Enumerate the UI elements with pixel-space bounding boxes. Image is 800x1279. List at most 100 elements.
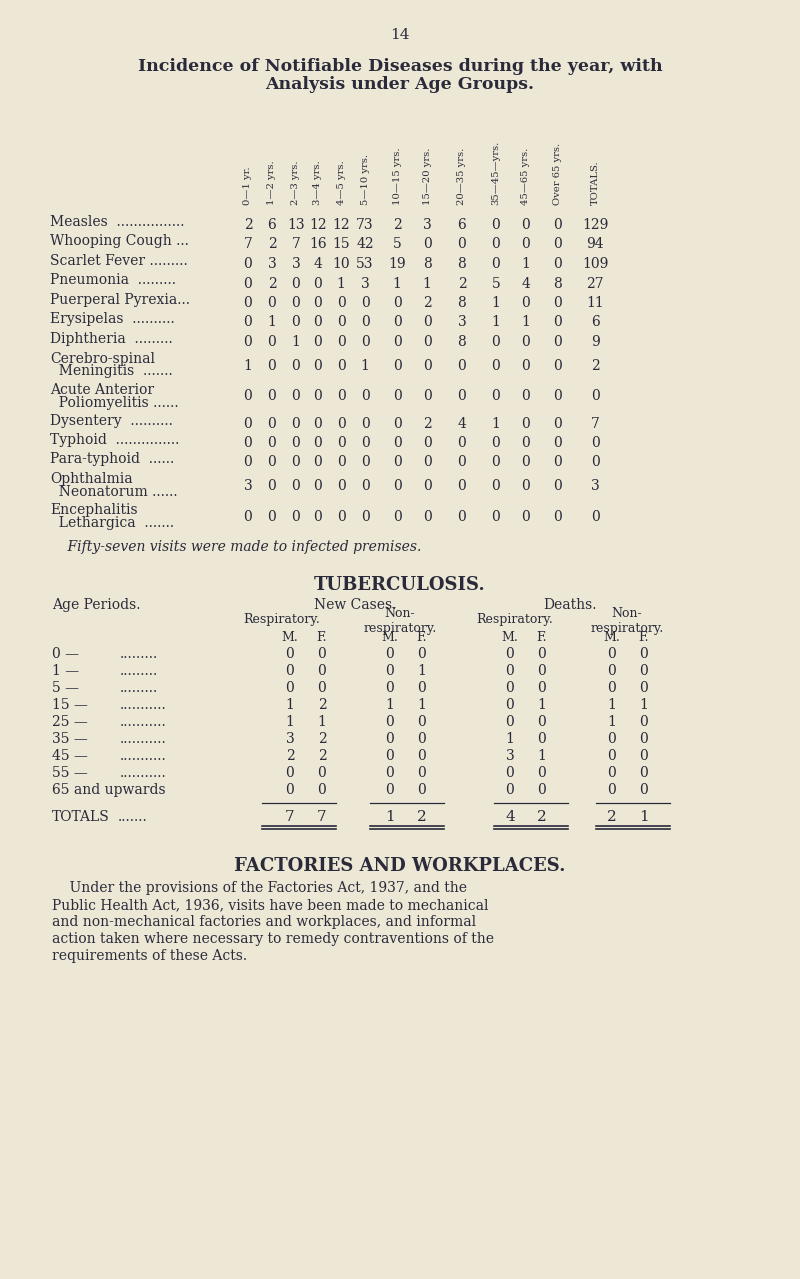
Text: 0: 0 (538, 783, 546, 797)
Text: .......: ....... (118, 810, 148, 824)
Text: New Cases.: New Cases. (314, 599, 396, 611)
Text: 0: 0 (361, 316, 370, 330)
Text: 0: 0 (337, 455, 346, 469)
Text: 3: 3 (268, 257, 276, 271)
Text: 20—35 yrs.: 20—35 yrs. (458, 148, 466, 205)
Text: 0: 0 (492, 335, 500, 349)
Text: 8: 8 (458, 335, 466, 349)
Text: 0: 0 (608, 766, 616, 780)
Text: 0: 0 (522, 510, 530, 524)
Text: Over 65 yrs.: Over 65 yrs. (553, 143, 562, 205)
Text: 0: 0 (538, 680, 546, 694)
Text: 0: 0 (337, 480, 346, 492)
Text: 2: 2 (607, 810, 617, 824)
Text: 0: 0 (422, 238, 431, 252)
Text: 0: 0 (244, 316, 252, 330)
Text: 45 —: 45 — (52, 749, 88, 764)
Text: F.: F. (417, 631, 427, 645)
Text: 0: 0 (361, 480, 370, 492)
Text: 0: 0 (393, 455, 402, 469)
Text: 25 —: 25 — (52, 715, 88, 729)
Text: 1: 1 (286, 698, 294, 712)
Text: 0: 0 (522, 358, 530, 372)
Text: 0: 0 (553, 238, 562, 252)
Text: 0: 0 (292, 316, 300, 330)
Text: 1: 1 (291, 335, 301, 349)
Text: Analysis under Age Groups.: Analysis under Age Groups. (266, 75, 534, 93)
Text: 10—15 yrs.: 10—15 yrs. (393, 147, 402, 205)
Text: 1: 1 (318, 715, 326, 729)
Text: 15—20 yrs.: 15—20 yrs. (422, 147, 431, 205)
Text: 0: 0 (292, 295, 300, 310)
Text: 0: 0 (538, 766, 546, 780)
Text: 2: 2 (318, 732, 326, 746)
Text: 0: 0 (538, 715, 546, 729)
Text: Poliomyelitis ......: Poliomyelitis ...... (50, 395, 178, 409)
Text: 0: 0 (286, 766, 294, 780)
Text: 12: 12 (332, 217, 350, 231)
Text: 0: 0 (492, 480, 500, 492)
Text: 0: 0 (553, 316, 562, 330)
Text: Encephalitis: Encephalitis (50, 503, 138, 517)
Text: 0: 0 (608, 664, 616, 678)
Text: 2—3 yrs.: 2—3 yrs. (291, 160, 301, 205)
Text: 0: 0 (553, 510, 562, 524)
Text: F.: F. (638, 631, 650, 645)
Text: 0: 0 (314, 358, 322, 372)
Text: 0: 0 (538, 732, 546, 746)
Text: 0: 0 (640, 680, 648, 694)
Text: 0: 0 (386, 732, 394, 746)
Text: 0: 0 (314, 316, 322, 330)
Text: 3: 3 (361, 276, 370, 290)
Text: F.: F. (317, 631, 327, 645)
Text: 0: 0 (553, 257, 562, 271)
Text: 5: 5 (393, 238, 402, 252)
Text: 0: 0 (553, 335, 562, 349)
Text: Lethargica  .......: Lethargica ....... (50, 515, 174, 530)
Text: 0: 0 (640, 783, 648, 797)
Text: 0: 0 (506, 680, 514, 694)
Text: 3: 3 (292, 257, 300, 271)
Text: 0: 0 (337, 358, 346, 372)
Text: 1: 1 (422, 276, 431, 290)
Text: ...........: ........... (120, 732, 166, 746)
Text: 0: 0 (553, 217, 562, 231)
Text: Public Health Act, 1936, visits have been made to mechanical: Public Health Act, 1936, visits have bee… (52, 898, 489, 912)
Text: .........: ......... (120, 664, 158, 678)
Text: 0: 0 (268, 417, 276, 431)
Text: 8: 8 (458, 257, 466, 271)
Text: 0: 0 (522, 436, 530, 450)
Text: 0: 0 (292, 480, 300, 492)
Text: Respiratory.: Respiratory. (244, 613, 320, 625)
Text: 15 —: 15 — (52, 698, 88, 712)
Text: 0: 0 (361, 335, 370, 349)
Text: Age Periods.: Age Periods. (52, 599, 141, 611)
Text: 0: 0 (268, 390, 276, 403)
Text: 0: 0 (318, 680, 326, 694)
Text: Diphtheria  .........: Diphtheria ......... (50, 333, 173, 347)
Text: 0: 0 (590, 510, 599, 524)
Text: 0—1 yr.: 0—1 yr. (243, 166, 253, 205)
Text: 0: 0 (418, 749, 426, 764)
Text: 0: 0 (590, 436, 599, 450)
Text: 9: 9 (590, 335, 599, 349)
Text: ...........: ........... (120, 749, 166, 764)
Text: 0: 0 (314, 480, 322, 492)
Text: 0: 0 (286, 664, 294, 678)
Text: Measles  ................: Measles ................ (50, 215, 185, 229)
Text: 0: 0 (608, 732, 616, 746)
Text: 0: 0 (337, 510, 346, 524)
Text: 0: 0 (590, 455, 599, 469)
Text: M.: M. (382, 631, 398, 645)
Text: 0: 0 (492, 510, 500, 524)
Text: 0: 0 (393, 510, 402, 524)
Text: 0: 0 (608, 783, 616, 797)
Text: 0: 0 (640, 749, 648, 764)
Text: 7: 7 (317, 810, 327, 824)
Text: 15: 15 (332, 238, 350, 252)
Text: Scarlet Fever .........: Scarlet Fever ......... (50, 255, 188, 269)
Text: 129: 129 (582, 217, 608, 231)
Text: 0: 0 (506, 647, 514, 661)
Text: 5: 5 (492, 276, 500, 290)
Text: 0: 0 (522, 295, 530, 310)
